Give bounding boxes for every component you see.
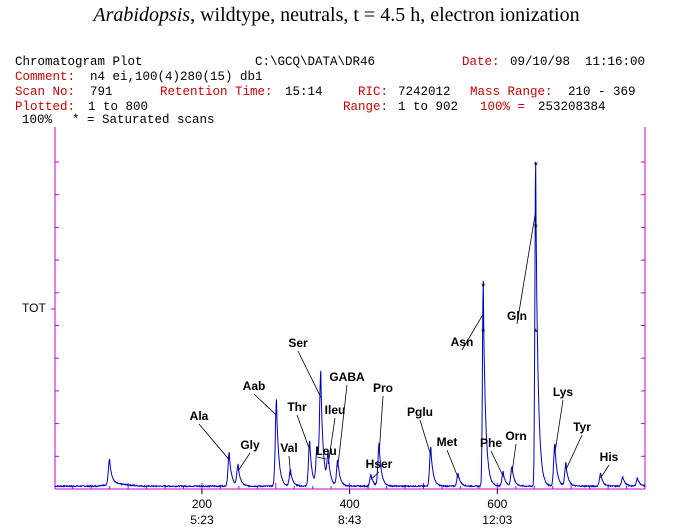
date-label: Date:: [462, 55, 500, 69]
peak-label: His: [600, 450, 619, 464]
peak-leader-line: [511, 443, 517, 473]
y-axis-label: TOT: [22, 301, 46, 315]
ric-label: RIC:: [358, 85, 389, 99]
x-tick-label-scan: 400: [340, 497, 360, 511]
saturated-marker: *: [534, 327, 539, 339]
scan-label: Scan No:: [15, 85, 76, 99]
peak-leader-line: [490, 450, 504, 477]
chart-title: Arabidopsis, wildtype, neutrals, t = 4.5…: [0, 4, 673, 27]
peak-leader-line: [370, 471, 380, 480]
saturated-marker: *: [534, 160, 539, 172]
peak-label: Pro: [373, 381, 393, 395]
plotted-value: 1 to 800: [88, 100, 149, 114]
peak-label: Hser: [366, 457, 393, 471]
peak-leader-line: [337, 384, 348, 467]
peak-leader-line: [296, 414, 311, 451]
data-path: C:\GCQ\DATA\DR46: [255, 55, 376, 69]
peak-leader-line: [565, 434, 583, 470]
ric-value: 7242012: [398, 85, 451, 99]
saturated-markers: * * * * *: [481, 160, 538, 339]
peak-label: Ileu: [325, 403, 346, 417]
saturated-marker: *: [481, 327, 486, 339]
x-tick-label-time: 5:23: [190, 513, 214, 527]
peak-label: Gln: [507, 309, 527, 323]
peak-leader-line: [297, 350, 322, 398]
comment-value: n4 ei,100(4)280(15) db1: [90, 70, 263, 84]
peak-leader-line: [253, 393, 277, 416]
peak-leader-line: [198, 423, 230, 461]
saturated-note: * = Saturated scans: [72, 113, 215, 127]
full-scale-value: 253208384: [538, 100, 606, 114]
peak-label: Asn: [451, 335, 474, 349]
peak-leader-line: [516, 210, 537, 325]
peak-label: Phe: [480, 436, 502, 450]
peak-label: Ala: [190, 409, 209, 423]
full-scale-label: 100% =: [480, 100, 526, 114]
peak-label: Val: [280, 441, 297, 455]
x-tick-label-time: 8:43: [338, 513, 362, 527]
peak-leader-line: [327, 417, 336, 465]
peak-label: Gly: [240, 438, 260, 452]
chart-axes: TOT: [22, 127, 646, 490]
comment-label: Comment:: [15, 70, 76, 84]
peak-label: Orn: [505, 429, 526, 443]
peak-label: Aab: [243, 379, 266, 393]
peak-label-leaders: [198, 210, 610, 480]
chromatogram-trace: [54, 161, 646, 488]
peak-leader-line: [554, 399, 564, 453]
peak-leader-line: [378, 395, 384, 453]
peak-leader-line: [446, 449, 459, 479]
percent-label: 100%: [22, 113, 53, 127]
range-value: 1 to 902: [398, 100, 459, 114]
retention-time-label: Retention Time:: [160, 85, 273, 99]
peak-label: GABA: [329, 370, 365, 384]
date-value: 09/10/98 11:16:00: [510, 55, 646, 69]
x-tick-label-scan: 200: [192, 497, 212, 511]
peak-labels: Ala Gly Aab Val Thr Leu Ser Ileu GABA Hser Pro Pglu…: [190, 309, 619, 471]
retention-time-value: 15:14: [285, 85, 323, 99]
peak-label: Leu: [315, 444, 336, 458]
saturated-marker: *: [534, 222, 539, 234]
x-tick-label-time: 12:03: [482, 513, 512, 527]
x-tick-label-scan: 600: [487, 497, 507, 511]
peak-label: Lys: [553, 385, 574, 399]
x-tick-labels: 200 5:23 400 8:43 600 12:03: [190, 489, 513, 527]
peak-label: Pglu: [407, 405, 433, 419]
peak-label: Met: [437, 435, 458, 449]
peak-label: Ser: [288, 336, 308, 350]
peak-label: Thr: [287, 400, 307, 414]
peak-leader-line: [237, 452, 251, 472]
peak-leader-line: [600, 464, 610, 479]
peak-label: Tyr: [573, 420, 591, 434]
plot-name: Chromatogram Plot: [15, 55, 143, 69]
plotted-label: Plotted:: [15, 100, 76, 114]
peak-leader-line: [461, 313, 484, 351]
mass-range-label: Mass Range:: [470, 85, 553, 99]
mass-range-value: 210 - 369: [568, 85, 636, 99]
chart-title-organism: Arabidopsis: [93, 4, 191, 26]
saturated-marker: *: [481, 281, 486, 293]
scan-value: 791: [90, 85, 113, 99]
range-label: Range:: [343, 100, 389, 114]
peak-leader-line: [419, 419, 432, 456]
chart-title-rest: , wildtype, neutrals, t = 4.5 h, electro…: [190, 4, 580, 26]
